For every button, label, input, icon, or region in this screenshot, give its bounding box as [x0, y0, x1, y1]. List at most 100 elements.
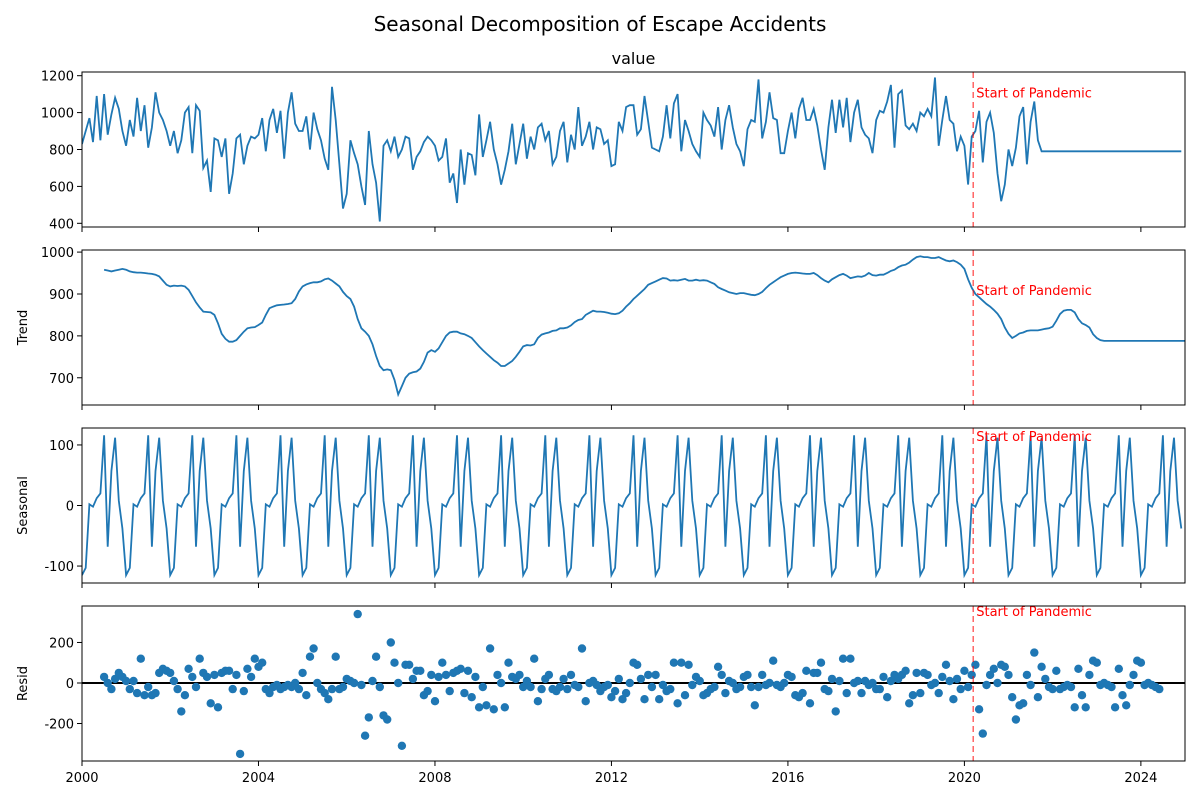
panels-layer: Start of Pandemic40060080010001200valueS…: [16, 49, 1186, 786]
resid-point: [530, 654, 539, 663]
resid-point: [787, 672, 796, 682]
resid-point: [460, 688, 469, 698]
resid-point: [103, 678, 112, 688]
resid-point: [1107, 682, 1116, 692]
resid-point: [651, 670, 660, 680]
resid-point: [607, 693, 616, 702]
resid-point: [537, 684, 546, 694]
resid-point: [673, 699, 682, 708]
resid-point: [456, 664, 465, 673]
resid-point: [533, 697, 543, 706]
resid-point: [669, 658, 679, 667]
resid-point: [246, 672, 256, 682]
resid-point: [1066, 682, 1076, 692]
resid-point: [129, 676, 138, 686]
resid-point: [1030, 648, 1039, 657]
resid-point: [544, 670, 554, 680]
resid-point: [224, 666, 234, 675]
resid-point: [423, 686, 432, 696]
resid-point: [633, 660, 642, 669]
resid-point: [375, 682, 384, 692]
resid-point: [938, 672, 947, 682]
resid-point: [305, 652, 315, 661]
resid-point: [816, 658, 826, 667]
resid-point: [408, 674, 418, 684]
resid-point: [394, 678, 403, 688]
resid-point: [555, 682, 565, 692]
resid-point: [294, 684, 304, 694]
resid-point: [563, 684, 572, 694]
resid-point: [140, 691, 149, 700]
resid-point: [397, 741, 407, 750]
resid-point: [177, 707, 186, 716]
resid-point: [1070, 703, 1079, 712]
resid-point: [132, 688, 142, 698]
resid-point: [121, 676, 131, 686]
observed-series-line: [82, 77, 1182, 222]
y-axis-label: Trend: [16, 310, 31, 347]
resid-point: [982, 680, 991, 690]
resid-point: [353, 609, 362, 619]
y-tick-label: -200: [44, 718, 74, 733]
resid-point: [559, 674, 568, 684]
panel-resid: Start of Pandemic -200 0 200 2000 2004 2008 201…: [16, 605, 1186, 786]
resid-point: [827, 674, 837, 684]
resid-point: [1048, 684, 1057, 694]
resid-point: [680, 691, 690, 700]
resid-point: [603, 680, 612, 690]
resid-point: [658, 680, 668, 690]
resid-point: [577, 644, 587, 653]
resid-point: [978, 729, 987, 738]
resid-point: [309, 644, 318, 653]
y-tick-label: 100: [49, 439, 74, 454]
resid-point: [202, 672, 212, 682]
resid-point: [868, 678, 877, 688]
resid-point: [853, 676, 862, 686]
resid-point: [728, 678, 737, 688]
resid-point: [974, 705, 984, 714]
resid-point: [467, 693, 476, 702]
resid-point: [618, 695, 627, 704]
y-tick-label: 800: [49, 330, 74, 345]
resid-point: [250, 654, 259, 663]
resid-point: [750, 701, 759, 710]
y-tick-label: 900: [49, 288, 74, 303]
resid-point: [923, 670, 932, 680]
resid-point: [625, 678, 634, 688]
y-tick-label: -100: [44, 560, 74, 575]
resid-point: [566, 670, 576, 680]
resid-point: [1092, 658, 1102, 667]
x-tick-label: 2008: [418, 771, 451, 786]
resid-point: [463, 666, 473, 675]
resid-point: [802, 666, 811, 675]
resid-point: [1136, 658, 1146, 667]
resid-point: [798, 688, 807, 698]
resid-point: [430, 697, 440, 706]
pandemic-annotation: Start of Pandemic: [976, 86, 1092, 101]
y-tick-label: 400: [49, 217, 74, 232]
resid-point: [769, 656, 778, 665]
resid-point: [695, 676, 704, 686]
resid-point: [1129, 670, 1138, 680]
resid-point: [515, 670, 524, 680]
resid-point: [1122, 701, 1131, 710]
resid-point: [835, 676, 844, 686]
resid-point: [320, 688, 329, 698]
resid-point: [905, 699, 914, 708]
resid-point: [493, 670, 502, 680]
resid-point: [857, 688, 866, 698]
resid-point: [1077, 691, 1087, 700]
resid-point: [805, 699, 815, 708]
resid-point: [331, 652, 340, 661]
resid-point: [1033, 693, 1043, 702]
resid-point: [338, 682, 348, 692]
resid-point: [710, 682, 719, 692]
resid-point: [151, 688, 160, 698]
resid-point: [971, 660, 980, 669]
resid-point: [500, 703, 509, 712]
resid-point: [1052, 666, 1061, 675]
resid-point: [136, 654, 145, 663]
resid-point: [1118, 691, 1127, 700]
resid-point: [191, 682, 201, 692]
